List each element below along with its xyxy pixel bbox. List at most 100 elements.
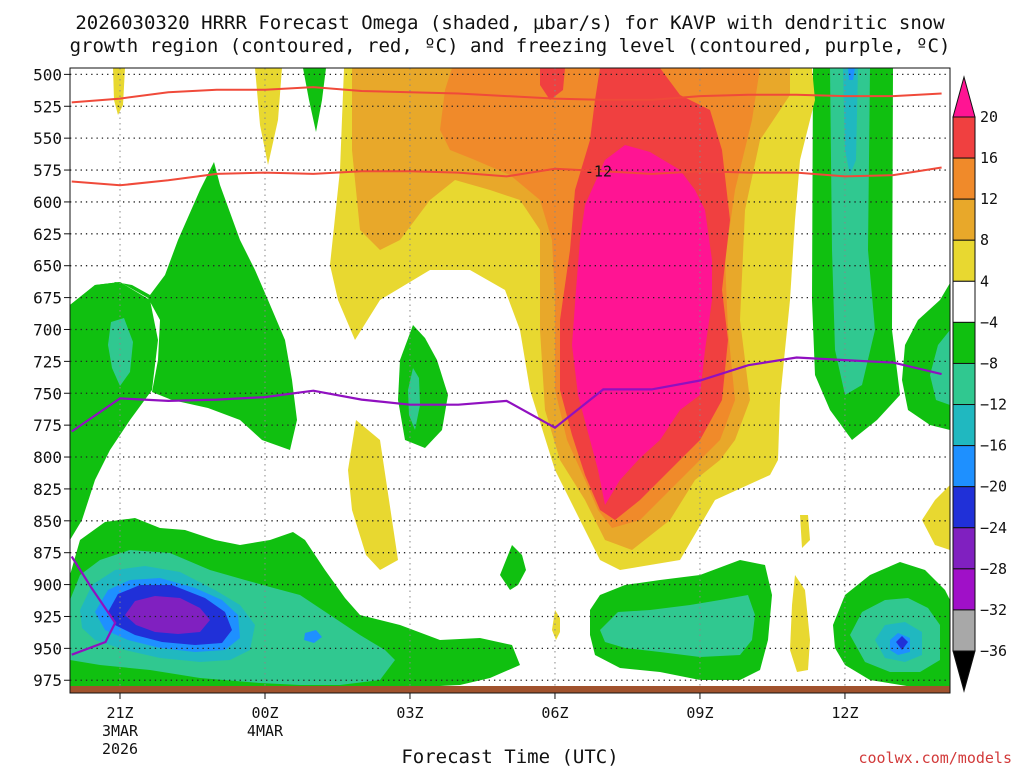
y-tick-label: 700 xyxy=(33,320,62,339)
region-yellow-top-00z xyxy=(255,68,282,165)
ground-strip xyxy=(70,686,950,693)
colorbar-segment xyxy=(952,527,976,570)
region-teal-07z-lower xyxy=(600,595,755,657)
colorbar-label: −28 xyxy=(980,560,1007,578)
y-tick-label: 675 xyxy=(33,289,62,308)
colorbar-segment xyxy=(952,609,976,652)
region-yellow-12z-low xyxy=(800,515,810,548)
y-tick-label: 775 xyxy=(33,416,62,435)
y-tick-label: 800 xyxy=(33,448,62,467)
y-tick-label: 750 xyxy=(33,384,62,403)
region-darkblue-13z-lower xyxy=(896,636,908,650)
colorbar-label: −32 xyxy=(980,601,1007,619)
y-tick-label: 950 xyxy=(33,639,62,658)
region-green-top-01z xyxy=(303,68,326,132)
y-tick-label: 525 xyxy=(33,97,62,116)
dendritic-bottom-contour xyxy=(71,166,942,187)
freezing-level-contour xyxy=(71,356,942,433)
colorbar-label: −36 xyxy=(980,642,1007,660)
chart-title: 2026030320 HRRR Forecast Omega (shaded, … xyxy=(75,12,945,34)
y-tick-label: 725 xyxy=(33,352,62,371)
region-blue-right-column xyxy=(848,68,855,80)
y-tick-label: 600 xyxy=(33,193,62,212)
region-yellow-top-left xyxy=(113,68,125,115)
y-tick-label: 975 xyxy=(33,671,62,690)
colorbar-top-arrow xyxy=(952,75,976,118)
x-tick-label: 06Z xyxy=(541,704,568,722)
region-green-05z-860 xyxy=(500,545,526,590)
colorbar-segment xyxy=(952,568,976,611)
region-yellow-11z-low xyxy=(790,575,810,672)
colorbar-label: 12 xyxy=(980,190,998,208)
y-tick-label: 900 xyxy=(33,576,62,595)
y-tick-label: 575 xyxy=(33,161,62,180)
colorbar-bottom-arrow xyxy=(952,650,976,693)
colorbar-label: 8 xyxy=(980,231,989,249)
y-tick-label: 650 xyxy=(33,257,62,276)
region-teal-right-edge xyxy=(930,330,950,405)
region-teal-left-675 xyxy=(108,318,133,386)
colorbar-segment xyxy=(952,445,976,488)
y-tick-label: 925 xyxy=(33,607,62,626)
y-tick-label: 825 xyxy=(33,480,62,499)
dendritic-contour-label: -12 xyxy=(585,162,612,180)
y-tick-label: 550 xyxy=(33,129,62,148)
colorbar-label: −8 xyxy=(980,354,998,372)
colorbar-label: 4 xyxy=(980,272,989,290)
colorbar-segment xyxy=(952,157,976,200)
colorbar-segment xyxy=(952,239,976,282)
region-cyan-right-column xyxy=(843,68,858,175)
y-tick-label: 850 xyxy=(33,512,62,531)
colorbar-segment xyxy=(952,280,976,323)
colorbar: 20 16 12 8 4 −4 −8 −12 −16 −20 −24 −28 −32 −36 xyxy=(952,75,1007,693)
x-tick-date: 4MAR xyxy=(247,722,284,740)
colorbar-segment xyxy=(952,486,976,529)
x-tick-year: 2026 xyxy=(102,740,138,758)
y-tick-label: 625 xyxy=(33,225,62,244)
x-tick-label: 09Z xyxy=(686,704,713,722)
region-pink-20 xyxy=(572,145,712,505)
colorbar-segment xyxy=(952,404,976,447)
x-tick-label: 03Z xyxy=(396,704,423,722)
plot-border xyxy=(69,67,951,694)
region-teal-03z-700 xyxy=(408,368,420,430)
x-tick-label: 12Z xyxy=(831,704,858,722)
region-yellow-lower-left-tail xyxy=(348,420,398,570)
contour-lines: -12 xyxy=(70,86,942,656)
colorbar-segment xyxy=(952,116,976,159)
y-tick-label: 500 xyxy=(33,65,62,84)
colorbar-segment xyxy=(952,362,976,406)
region-green-left-mid xyxy=(70,282,158,540)
region-teal-right-column xyxy=(830,68,875,395)
region-green-left-upper xyxy=(70,162,297,450)
region-yellow-06z-low xyxy=(552,610,560,640)
x-tick-label: 21Z xyxy=(106,704,133,722)
colorbar-label: −4 xyxy=(980,313,998,331)
colorbar-segment xyxy=(952,321,976,364)
colorbar-label: −20 xyxy=(980,478,1007,496)
colorbar-label: −12 xyxy=(980,396,1007,414)
x-axis-title: Forecast Time (UTC) xyxy=(401,746,618,768)
omega-shading xyxy=(70,68,950,693)
y-tick-label: 875 xyxy=(33,544,62,563)
grid-lines xyxy=(70,68,950,693)
plot-area: -12 xyxy=(69,67,951,694)
colorbar-label: −24 xyxy=(980,519,1007,537)
colorbar-segment xyxy=(952,198,976,241)
x-tick-label: 00Z xyxy=(251,704,278,722)
region-yellow-right-lower xyxy=(922,485,950,550)
credit-text: coolwx.com/models xyxy=(858,749,1012,767)
region-blue-spot-01z xyxy=(304,630,322,643)
chart-title-line2: growth region (contoured, red, ºC) and f… xyxy=(70,35,951,57)
dendritic-top-contour xyxy=(71,86,942,104)
x-tick-date: 3MAR xyxy=(102,722,139,740)
y-axis-ticks: 500 525 550 575 600 625 650 675 700 725 750 775 800 8… xyxy=(33,65,70,690)
colorbar-label: 20 xyxy=(980,108,998,126)
colorbar-label: −16 xyxy=(980,437,1007,455)
region-violet-lower-left xyxy=(125,596,210,634)
colorbar-label: 16 xyxy=(980,149,998,167)
freezing-level-low-contour xyxy=(70,555,117,656)
region-red-top-left-blob xyxy=(540,68,565,100)
